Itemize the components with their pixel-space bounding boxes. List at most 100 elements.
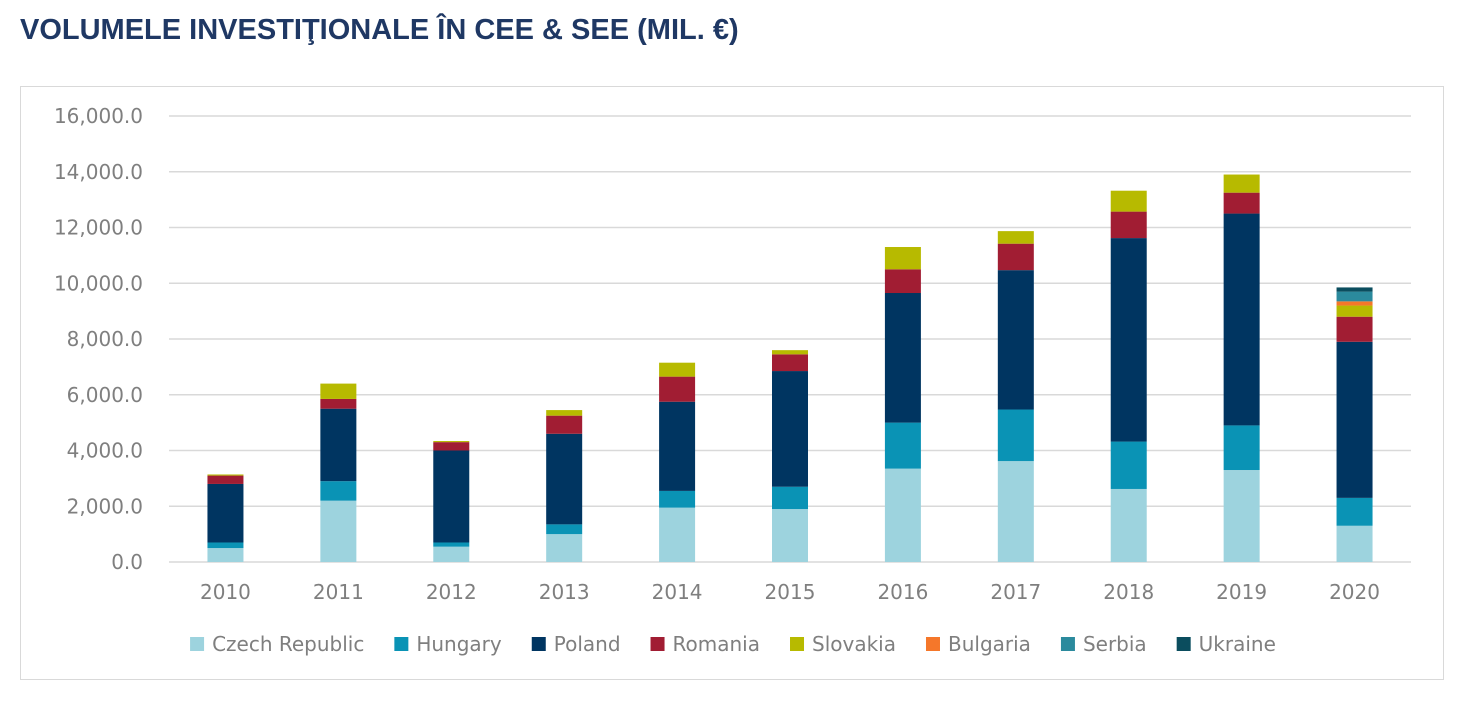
bar-slovakia-2020 [1336, 305, 1373, 317]
legend-label-serbia: Serbia [1083, 632, 1147, 656]
bar-czech-republic-2015 [772, 509, 808, 562]
legend-label-czech-republic: Czech Republic [212, 632, 364, 656]
bar-poland-2011 [320, 408, 357, 482]
y-tick-label: 16,000.0 [54, 104, 143, 128]
stacked-bar-chart: 0.0 2,000.0 4,000.0 6,000.0 8,000.0 10,000.0 1… [54, 104, 1411, 656]
bar-romania-2017 [997, 243, 1034, 271]
x-tick-label: 2015 [765, 580, 816, 604]
x-tick-label: 2013 [539, 580, 590, 604]
bar-poland-2010 [207, 483, 244, 543]
x-tick-label: 2018 [1103, 580, 1154, 604]
chart-frame: 0.0 2,000.0 4,000.0 6,000.0 8,000.0 10,000.0 1… [20, 86, 1444, 680]
bar-hungary-2017 [997, 409, 1034, 462]
x-tick-label: 2012 [426, 580, 477, 604]
bar-romania-2010 [207, 475, 244, 484]
bar-serbia-2020 [1336, 291, 1373, 302]
legend-swatch-slovakia [790, 637, 805, 651]
x-tick-label: 2014 [652, 580, 703, 604]
bar-poland-2017 [997, 270, 1034, 410]
bar-romania-2018 [1110, 211, 1147, 239]
y-tick-label: 2,000.0 [67, 494, 143, 518]
bar-ukraine-2020 [1336, 287, 1373, 292]
y-axis-tick-labels: 0.0 2,000.0 4,000.0 6,000.0 8,000.0 10,000.0 1… [54, 104, 143, 574]
bar-czech-republic-2013 [546, 534, 583, 562]
x-tick-label: 2019 [1216, 580, 1267, 604]
bar-romania-2015 [772, 354, 808, 372]
legend-label-hungary: Hungary [416, 632, 502, 656]
y-tick-label: 6,000.0 [67, 383, 143, 407]
bars [207, 174, 1373, 562]
bar-hungary-2019 [1223, 425, 1260, 471]
bar-poland-2018 [1110, 238, 1147, 442]
bar-czech-republic-2011 [320, 500, 357, 562]
bar-romania-2013 [546, 415, 583, 434]
bar-czech-republic-2017 [997, 461, 1034, 562]
bar-romania-2016 [884, 269, 921, 294]
bar-slovakia-2019 [1223, 174, 1260, 193]
bar-hungary-2015 [772, 486, 808, 510]
bar-hungary-2012 [433, 542, 470, 547]
bar-czech-republic-2012 [433, 546, 470, 562]
legend: Czech Republic Hungary Poland Romania Slovak… [190, 632, 1276, 656]
legend-swatch-czech-republic [190, 637, 205, 651]
bar-romania-2011 [320, 398, 357, 409]
legend-label-ukraine: Ukraine [1199, 632, 1276, 656]
x-tick-label: 2010 [200, 580, 251, 604]
bar-czech-republic-2016 [884, 468, 921, 562]
bar-czech-republic-2014 [659, 507, 696, 562]
bar-romania-2014 [659, 376, 696, 402]
legend-label-slovakia: Slovakia [812, 632, 896, 656]
page-title: VOLUMELE INVESTIŢIONALE ÎN CEE & SEE (MI… [20, 14, 739, 46]
bar-slovakia-2017 [997, 231, 1034, 244]
bar-hungary-2020 [1336, 497, 1373, 526]
bar-slovakia-2015 [772, 350, 808, 355]
legend-swatch-romania [650, 637, 665, 651]
x-tick-label: 2011 [313, 580, 364, 604]
bar-slovakia-2010 [207, 474, 244, 476]
bar-bulgaria-2020 [1336, 301, 1373, 306]
bar-hungary-2010 [207, 542, 244, 549]
legend-swatch-serbia [1060, 637, 1075, 651]
y-tick-label: 12,000.0 [54, 216, 143, 240]
bar-hungary-2011 [320, 481, 357, 501]
bar-poland-2013 [546, 433, 583, 525]
legend-label-romania: Romania [673, 632, 760, 656]
bar-hungary-2018 [1110, 441, 1147, 489]
bar-czech-republic-2020 [1336, 525, 1373, 562]
bar-slovakia-2011 [320, 383, 357, 399]
legend-label-poland: Poland [554, 632, 621, 656]
legend-swatch-hungary [394, 637, 409, 651]
x-tick-label: 2016 [877, 580, 928, 604]
bar-czech-republic-2019 [1223, 470, 1260, 562]
bar-poland-2019 [1223, 213, 1260, 426]
bar-poland-2012 [433, 450, 470, 543]
y-tick-label: 8,000.0 [67, 327, 143, 351]
bar-hungary-2014 [659, 490, 696, 508]
bar-czech-republic-2018 [1110, 488, 1147, 562]
bar-poland-2016 [884, 293, 921, 423]
bar-poland-2020 [1336, 341, 1373, 498]
bar-slovakia-2016 [884, 247, 921, 270]
bar-czech-republic-2010 [207, 548, 244, 562]
bar-slovakia-2014 [659, 362, 696, 377]
y-tick-label: 0.0 [111, 550, 143, 574]
y-tick-label: 4,000.0 [67, 439, 143, 463]
bar-hungary-2016 [884, 422, 921, 469]
bar-romania-2012 [433, 442, 470, 451]
x-tick-label: 2020 [1329, 580, 1380, 604]
bar-slovakia-2012 [433, 441, 470, 443]
x-tick-label: 2017 [990, 580, 1041, 604]
y-tick-label: 10,000.0 [54, 271, 143, 295]
y-tick-label: 14,000.0 [54, 160, 143, 184]
bar-poland-2014 [659, 401, 696, 491]
legend-label-bulgaria: Bulgaria [948, 632, 1031, 656]
legend-swatch-bulgaria [925, 637, 940, 651]
bar-hungary-2013 [546, 524, 583, 535]
bar-poland-2015 [772, 371, 808, 487]
gridlines [169, 115, 1411, 563]
legend-swatch-ukraine [1176, 637, 1191, 651]
bar-slovakia-2013 [546, 410, 583, 416]
x-axis-tick-labels: 2010 2011 2012 2013 2014 2015 2016 2017 2018 2019… [200, 580, 1380, 604]
bar-romania-2020 [1336, 316, 1373, 342]
bar-romania-2019 [1223, 192, 1260, 214]
